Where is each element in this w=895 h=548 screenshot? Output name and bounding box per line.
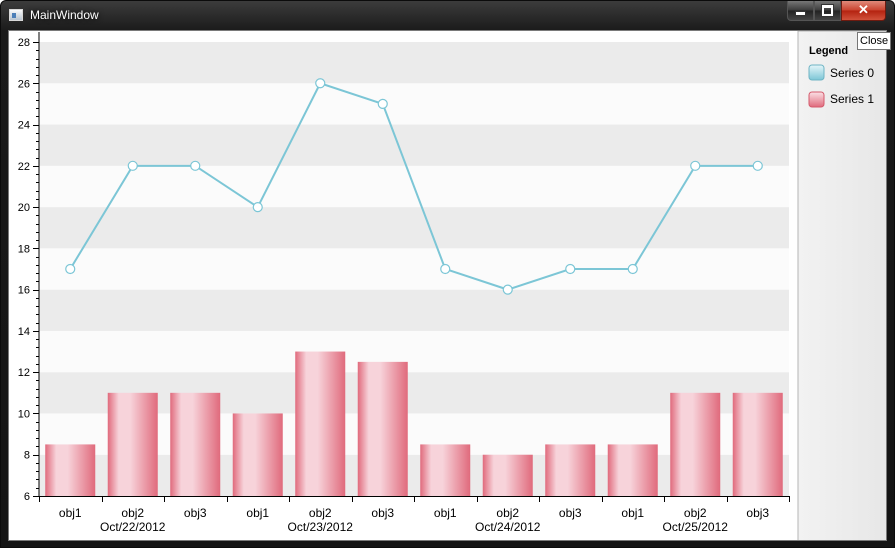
y-tick-label: 20 (18, 202, 30, 214)
series-0-point (190, 160, 201, 171)
close-icon: ✕ (858, 2, 869, 17)
x-tick-label: obj1 (434, 506, 457, 520)
grid-band (39, 83, 789, 125)
legend-title: Legend (809, 45, 848, 57)
grid-band (39, 330, 789, 373)
series-0-point (65, 263, 76, 275)
x-tick-label: obj3 (559, 506, 582, 520)
legend-panel: Legend Series 0 Series 1 (797, 31, 886, 540)
y-tick-label: 28 (18, 37, 30, 49)
axes (33, 32, 790, 502)
grid-band (39, 413, 789, 455)
series-0-point (252, 201, 263, 213)
minimize-button[interactable] (787, 1, 814, 21)
series-0-line (69, 82, 758, 291)
y-tick-label: 6 (24, 491, 30, 503)
y-tick-label: 12 (18, 367, 30, 379)
x-group-label: Oct/24/2012 (475, 520, 541, 534)
line-series (65, 78, 763, 295)
bar (545, 444, 596, 496)
x-tick-label: obj2 (309, 506, 332, 520)
y-tick-label: 14 (18, 326, 30, 338)
y-tick-label: 26 (18, 78, 30, 90)
y-tick-label: 24 (18, 120, 30, 132)
close-button[interactable]: ✕ (841, 1, 886, 21)
bar (107, 392, 158, 496)
series-0-point (690, 160, 701, 171)
legend-label-series-1: Series 1 (830, 92, 874, 106)
grid-band (39, 372, 789, 414)
x-group-label: Oct/25/2012 (663, 520, 729, 534)
maximize-icon (821, 4, 834, 17)
series-0-point (502, 284, 513, 295)
legend-background (797, 31, 886, 540)
grid-band (39, 207, 789, 249)
grid-band (39, 248, 789, 290)
grid-band (39, 289, 789, 331)
minimize-icon (795, 11, 806, 16)
x-tick-label: obj1 (621, 506, 644, 520)
bar (420, 444, 471, 496)
y-tick-label: 18 (18, 243, 30, 255)
series-0-point (315, 78, 326, 89)
x-tick-label: obj3 (184, 506, 207, 520)
series-0-point (752, 160, 763, 171)
bar (670, 392, 721, 496)
x-tick-label: obj1 (246, 506, 269, 520)
y-tick-label: 22 (18, 161, 30, 173)
series-0-point (127, 160, 138, 171)
x-tick-label: obj3 (371, 506, 394, 520)
y-axis-labels: 6 8 10 12 14 16 18 20 22 24 26 28 (18, 37, 30, 503)
bar (482, 454, 533, 496)
x-tick-label: obj2 (684, 506, 707, 520)
legend-swatch-series-1 (808, 91, 825, 108)
chart-area: 6 8 10 12 14 16 18 20 22 24 26 28 obj1 obj2 obj3 obj1 o… (8, 30, 887, 541)
x-group-label: Oct/22/2012 (100, 520, 166, 534)
title-bar[interactable]: MainWindow ✕ (1, 1, 894, 29)
y-tick-label: 10 (18, 408, 30, 420)
x-group-label: Oct/23/2012 (288, 520, 354, 534)
series-0-point (565, 263, 576, 275)
x-tick-label: obj2 (496, 506, 519, 520)
series-0-point (377, 98, 388, 110)
bar (232, 413, 283, 496)
bar (732, 392, 783, 496)
bar (170, 392, 221, 496)
app-window-icon[interactable] (9, 9, 23, 21)
close-tooltip: Close (857, 32, 892, 50)
x-tick-label: obj2 (121, 506, 144, 520)
x-axis-labels: obj1 obj2 obj3 obj1 obj2 obj3 obj1 obj2 obj3 obj1… (59, 506, 770, 534)
grid-band (39, 124, 789, 166)
grid-bands (39, 42, 789, 496)
bar (295, 351, 346, 496)
bar (357, 361, 408, 496)
legend-label-series-0: Series 0 (830, 66, 874, 80)
series-0-point (440, 263, 451, 275)
grid-band (39, 42, 789, 84)
maximize-button[interactable] (814, 1, 841, 21)
bar (45, 444, 96, 496)
series-0-point (627, 263, 638, 275)
window-title: MainWindow (30, 8, 99, 22)
x-tick-label: obj1 (59, 506, 82, 520)
bar-series (45, 351, 783, 496)
legend-swatch-series-0 (808, 64, 825, 81)
bar (607, 444, 658, 496)
x-tick-label: obj3 (746, 506, 769, 520)
y-tick-label: 8 (24, 450, 30, 462)
y-tick-label: 16 (18, 285, 30, 297)
grid-band (39, 454, 789, 496)
